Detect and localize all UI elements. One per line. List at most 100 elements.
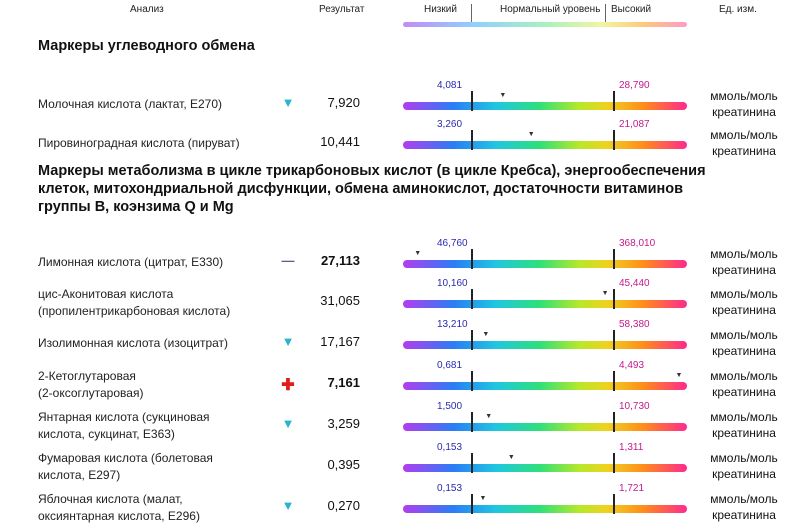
unit-label: ммоль/моль креатинина bbox=[710, 247, 778, 277]
result-value: 3,259 bbox=[327, 416, 360, 431]
range-high-tick bbox=[613, 412, 615, 432]
range-scale-bar bbox=[403, 382, 687, 390]
low-indicator-icon: ▼ bbox=[281, 416, 295, 431]
range-high-value: 1,721 bbox=[619, 483, 645, 494]
range-high-tick bbox=[613, 330, 615, 350]
range-high-value: 21,087 bbox=[619, 119, 650, 130]
range-low-value: 46,760 bbox=[437, 238, 468, 249]
header-high-divider bbox=[605, 4, 606, 26]
header-low: Низкий bbox=[424, 4, 457, 15]
table-row: цис-Аконитовая кислота (пропилентрикарбон… bbox=[0, 278, 799, 320]
result-value: 31,065 bbox=[320, 293, 360, 308]
result-value: 7,920 bbox=[327, 95, 360, 110]
range-low-tick bbox=[471, 289, 473, 309]
table-row: Янтарная кислота (сукциновая кислота, сук… bbox=[0, 401, 799, 443]
range-low-value: 10,160 bbox=[437, 278, 468, 289]
table-row: Лимонная кислота (цитрат, Е330) — 27,113 46… bbox=[0, 238, 799, 280]
range-high-tick bbox=[613, 453, 615, 473]
range-high-tick bbox=[613, 289, 615, 309]
low-indicator-icon: ▼ bbox=[281, 498, 295, 513]
header-normal: Нормальный уровень bbox=[500, 4, 601, 15]
result-marker-icon: ▼ bbox=[485, 413, 493, 420]
result-marker-icon: ▼ bbox=[482, 331, 490, 338]
analysis-name: цис-Аконитовая кислота (пропилентрикарбон… bbox=[38, 287, 231, 318]
range-scale-bar bbox=[403, 300, 687, 308]
result-marker-icon: ▼ bbox=[414, 250, 422, 257]
range-high-value: 10,730 bbox=[619, 401, 650, 412]
range-low-tick bbox=[471, 412, 473, 432]
range-low-value: 13,210 bbox=[437, 319, 468, 330]
section-title-krebs: Маркеры метаболизма в цикле трикарбоновы… bbox=[38, 163, 706, 215]
unit-label: ммоль/моль креатинина bbox=[710, 287, 778, 317]
range-low-value: 3,260 bbox=[437, 119, 463, 130]
table-row: Изолимонная кислота (изоцитрат) ▼ 17,167 13… bbox=[0, 319, 799, 361]
table-row: Пировиноградная кислота (пируват) 10,441 3… bbox=[0, 119, 799, 161]
range-high-value: 4,493 bbox=[619, 360, 645, 371]
range-high-tick bbox=[613, 91, 615, 111]
result-value: 17,167 bbox=[320, 334, 360, 349]
range-low-tick bbox=[471, 130, 473, 150]
range-high-value: 28,790 bbox=[619, 80, 650, 91]
result-value: 27,113 bbox=[320, 253, 360, 268]
result-value: 0,395 bbox=[327, 457, 360, 472]
table-row: 2-Кетоглутаровая (2-оксоглутаровая) ✚ 7,161… bbox=[0, 360, 799, 402]
analysis-name: Пировиноградная кислота (пируват) bbox=[38, 136, 240, 150]
range-low-tick bbox=[471, 453, 473, 473]
range-low-value: 0,153 bbox=[437, 483, 463, 494]
table-row: Фумаровая кислота (болетовая кислота, Е29… bbox=[0, 442, 799, 484]
low-indicator-icon: ▼ bbox=[281, 95, 295, 110]
header-unit: Ед. изм. bbox=[719, 4, 757, 15]
high-indicator-icon: ✚ bbox=[281, 377, 295, 394]
analysis-name: 2-Кетоглутаровая (2-оксоглутаровая) bbox=[38, 369, 144, 400]
unit-label: ммоль/моль креатинина bbox=[710, 328, 778, 358]
unit-label: ммоль/моль креатинина bbox=[710, 369, 778, 399]
range-high-tick bbox=[613, 494, 615, 514]
range-high-value: 368,010 bbox=[619, 238, 656, 249]
range-low-tick bbox=[471, 91, 473, 111]
table-row: Яблочная кислота (малат, оксиянтарная кис… bbox=[0, 483, 799, 525]
unit-label: ммоль/моль креатинина bbox=[710, 492, 778, 522]
result-value: 10,441 bbox=[320, 134, 360, 149]
result-marker-icon: ▼ bbox=[527, 131, 535, 138]
section-title-carbohydrate: Маркеры углеводного обмена bbox=[38, 38, 255, 54]
range-scale-bar bbox=[403, 341, 687, 349]
result-marker-icon: ▼ bbox=[601, 290, 609, 297]
range-low-tick bbox=[471, 249, 473, 269]
analysis-name: Яблочная кислота (малат, оксиянтарная кис… bbox=[38, 492, 200, 523]
critical-low-icon: — bbox=[281, 253, 295, 268]
range-scale-bar bbox=[403, 423, 687, 431]
result-value: 7,161 bbox=[327, 375, 360, 390]
range-high-tick bbox=[613, 130, 615, 150]
range-high-value: 58,380 bbox=[619, 319, 650, 330]
range-scale-bar bbox=[403, 260, 687, 268]
unit-label: ммоль/моль креатинина bbox=[710, 128, 778, 158]
range-high-tick bbox=[613, 249, 615, 269]
result-marker-icon: ▼ bbox=[499, 92, 507, 99]
unit-label: ммоль/моль креатинина bbox=[710, 410, 778, 440]
analysis-name: Лимонная кислота (цитрат, Е330) bbox=[38, 255, 224, 269]
range-low-tick bbox=[471, 494, 473, 514]
header-result: Результат bbox=[319, 4, 365, 15]
header-low-divider bbox=[471, 4, 472, 26]
table-row: Молочная кислота (лактат, Е270) ▼ 7,920 4,0… bbox=[0, 80, 799, 122]
analysis-name: Молочная кислота (лактат, Е270) bbox=[38, 97, 223, 111]
analysis-name: Изолимонная кислота (изоцитрат) bbox=[38, 336, 229, 350]
table-header: Анализ Результат Низкий Нормальный урове… bbox=[0, 0, 799, 28]
range-high-value: 45,440 bbox=[619, 278, 650, 289]
range-scale-bar bbox=[403, 505, 687, 513]
range-low-tick bbox=[471, 371, 473, 391]
result-marker-icon: ▼ bbox=[479, 495, 487, 502]
analysis-name: Фумаровая кислота (болетовая кислота, Е29… bbox=[38, 451, 213, 482]
analysis-name: Янтарная кислота (сукциновая кислота, сук… bbox=[38, 410, 210, 441]
range-high-value: 1,311 bbox=[619, 442, 644, 453]
range-high-tick bbox=[613, 371, 615, 391]
low-indicator-icon: ▼ bbox=[281, 334, 295, 349]
result-marker-icon: ▼ bbox=[675, 372, 683, 379]
range-scale-bar bbox=[403, 102, 687, 110]
header-high: Высокий bbox=[611, 4, 652, 15]
range-scale-bar bbox=[403, 141, 687, 149]
range-scale-bar bbox=[403, 464, 687, 472]
range-low-value: 0,153 bbox=[437, 442, 463, 453]
unit-label: ммоль/моль креатинина bbox=[710, 451, 778, 481]
range-low-value: 1,500 bbox=[437, 401, 463, 412]
